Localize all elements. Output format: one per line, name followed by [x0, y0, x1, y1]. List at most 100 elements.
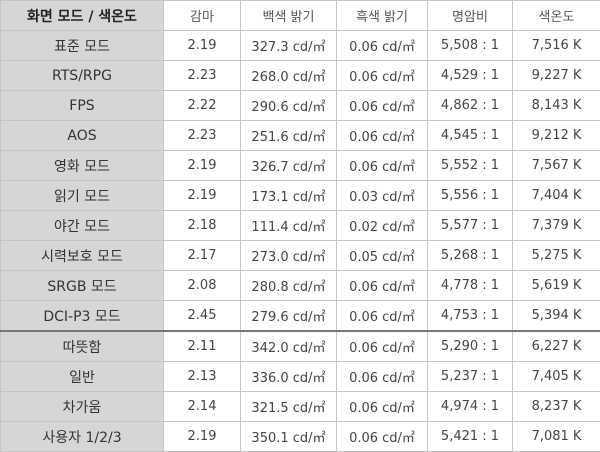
value-cell: 0.06 cd/㎡	[337, 61, 428, 91]
value-cell: 5,237 : 1	[428, 362, 513, 392]
value-cell: 0.06 cd/㎡	[337, 422, 428, 452]
mode-cell: RTS/RPG	[1, 61, 164, 91]
value-cell: 0.06 cd/㎡	[337, 271, 428, 301]
mode-cell: 영화 모드	[1, 151, 164, 181]
value-cell: 0.03 cd/㎡	[337, 181, 428, 211]
header-cell: 화면 모드 / 색온도	[1, 1, 164, 31]
value-cell: 0.06 cd/㎡	[337, 91, 428, 121]
value-cell: 0.05 cd/㎡	[337, 241, 428, 271]
value-cell: 4,862 : 1	[428, 91, 513, 121]
value-cell: 4,974 : 1	[428, 392, 513, 422]
value-cell: 2.18	[164, 211, 241, 241]
value-cell: 7,379 K	[513, 211, 600, 241]
value-cell: 8,143 K	[513, 91, 600, 121]
value-cell: 7,404 K	[513, 181, 600, 211]
value-cell: 251.6 cd/㎡	[241, 121, 337, 151]
value-cell: 5,421 : 1	[428, 422, 513, 452]
value-cell: 2.17	[164, 241, 241, 271]
value-cell: 4,778 : 1	[428, 271, 513, 301]
value-cell: 2.23	[164, 121, 241, 151]
mode-cell: FPS	[1, 91, 164, 121]
value-cell: 2.08	[164, 271, 241, 301]
value-cell: 0.06 cd/㎡	[337, 31, 428, 61]
value-cell: 0.06 cd/㎡	[337, 121, 428, 151]
value-cell: 0.06 cd/㎡	[337, 392, 428, 422]
mode-cell: AOS	[1, 121, 164, 151]
value-cell: 2.19	[164, 422, 241, 452]
value-cell: 336.0 cd/㎡	[241, 362, 337, 392]
value-cell: 327.3 cd/㎡	[241, 31, 337, 61]
value-cell: 2.14	[164, 392, 241, 422]
value-cell: 2.13	[164, 362, 241, 392]
header-cell: 흑색 밝기	[337, 1, 428, 31]
mode-cell: 표준 모드	[1, 31, 164, 61]
mode-cell: 따뜻함	[1, 331, 164, 362]
value-cell: 5,552 : 1	[428, 151, 513, 181]
value-cell: 9,227 K	[513, 61, 600, 91]
mode-cell: 시력보호 모드	[1, 241, 164, 271]
value-cell: 0.06 cd/㎡	[337, 301, 428, 332]
mode-cell: 차가움	[1, 392, 164, 422]
header-cell: 명암비	[428, 1, 513, 31]
value-cell: 2.19	[164, 181, 241, 211]
mode-cell: 야간 모드	[1, 211, 164, 241]
value-cell: 7,567 K	[513, 151, 600, 181]
value-cell: 326.7 cd/㎡	[241, 151, 337, 181]
mode-cell: SRGB 모드	[1, 271, 164, 301]
value-cell: 4,529 : 1	[428, 61, 513, 91]
value-cell: 280.8 cd/㎡	[241, 271, 337, 301]
value-cell: 5,508 : 1	[428, 31, 513, 61]
value-cell: 350.1 cd/㎡	[241, 422, 337, 452]
value-cell: 173.1 cd/㎡	[241, 181, 337, 211]
value-cell: 0.06 cd/㎡	[337, 151, 428, 181]
value-cell: 7,081 K	[513, 422, 600, 452]
value-cell: 5,577 : 1	[428, 211, 513, 241]
value-cell: 4,753 : 1	[428, 301, 513, 332]
value-cell: 0.06 cd/㎡	[337, 331, 428, 362]
value-cell: 290.6 cd/㎡	[241, 91, 337, 121]
value-cell: 2.22	[164, 91, 241, 121]
value-cell: 2.11	[164, 331, 241, 362]
value-cell: 6,227 K	[513, 331, 600, 362]
mode-cell: 사용자 1/2/3	[1, 422, 164, 452]
header-cell: 백색 밝기	[241, 1, 337, 31]
value-cell: 321.5 cd/㎡	[241, 392, 337, 422]
value-cell: 8,237 K	[513, 392, 600, 422]
value-cell: 5,275 K	[513, 241, 600, 271]
value-cell: 279.6 cd/㎡	[241, 301, 337, 332]
value-cell: 4,545 : 1	[428, 121, 513, 151]
mode-cell: 읽기 모드	[1, 181, 164, 211]
value-cell: 2.19	[164, 31, 241, 61]
value-cell: 342.0 cd/㎡	[241, 331, 337, 362]
value-cell: 268.0 cd/㎡	[241, 61, 337, 91]
value-cell: 7,516 K	[513, 31, 600, 61]
value-cell: 2.45	[164, 301, 241, 332]
value-cell: 5,290 : 1	[428, 331, 513, 362]
value-cell: 0.06 cd/㎡	[337, 362, 428, 392]
value-cell: 7,405 K	[513, 362, 600, 392]
value-cell: 5,268 : 1	[428, 241, 513, 271]
value-cell: 0.02 cd/㎡	[337, 211, 428, 241]
value-cell: 273.0 cd/㎡	[241, 241, 337, 271]
value-cell: 111.4 cd/㎡	[241, 211, 337, 241]
value-cell: 2.23	[164, 61, 241, 91]
value-cell: 5,619 K	[513, 271, 600, 301]
value-cell: 5,556 : 1	[428, 181, 513, 211]
value-cell: 9,212 K	[513, 121, 600, 151]
